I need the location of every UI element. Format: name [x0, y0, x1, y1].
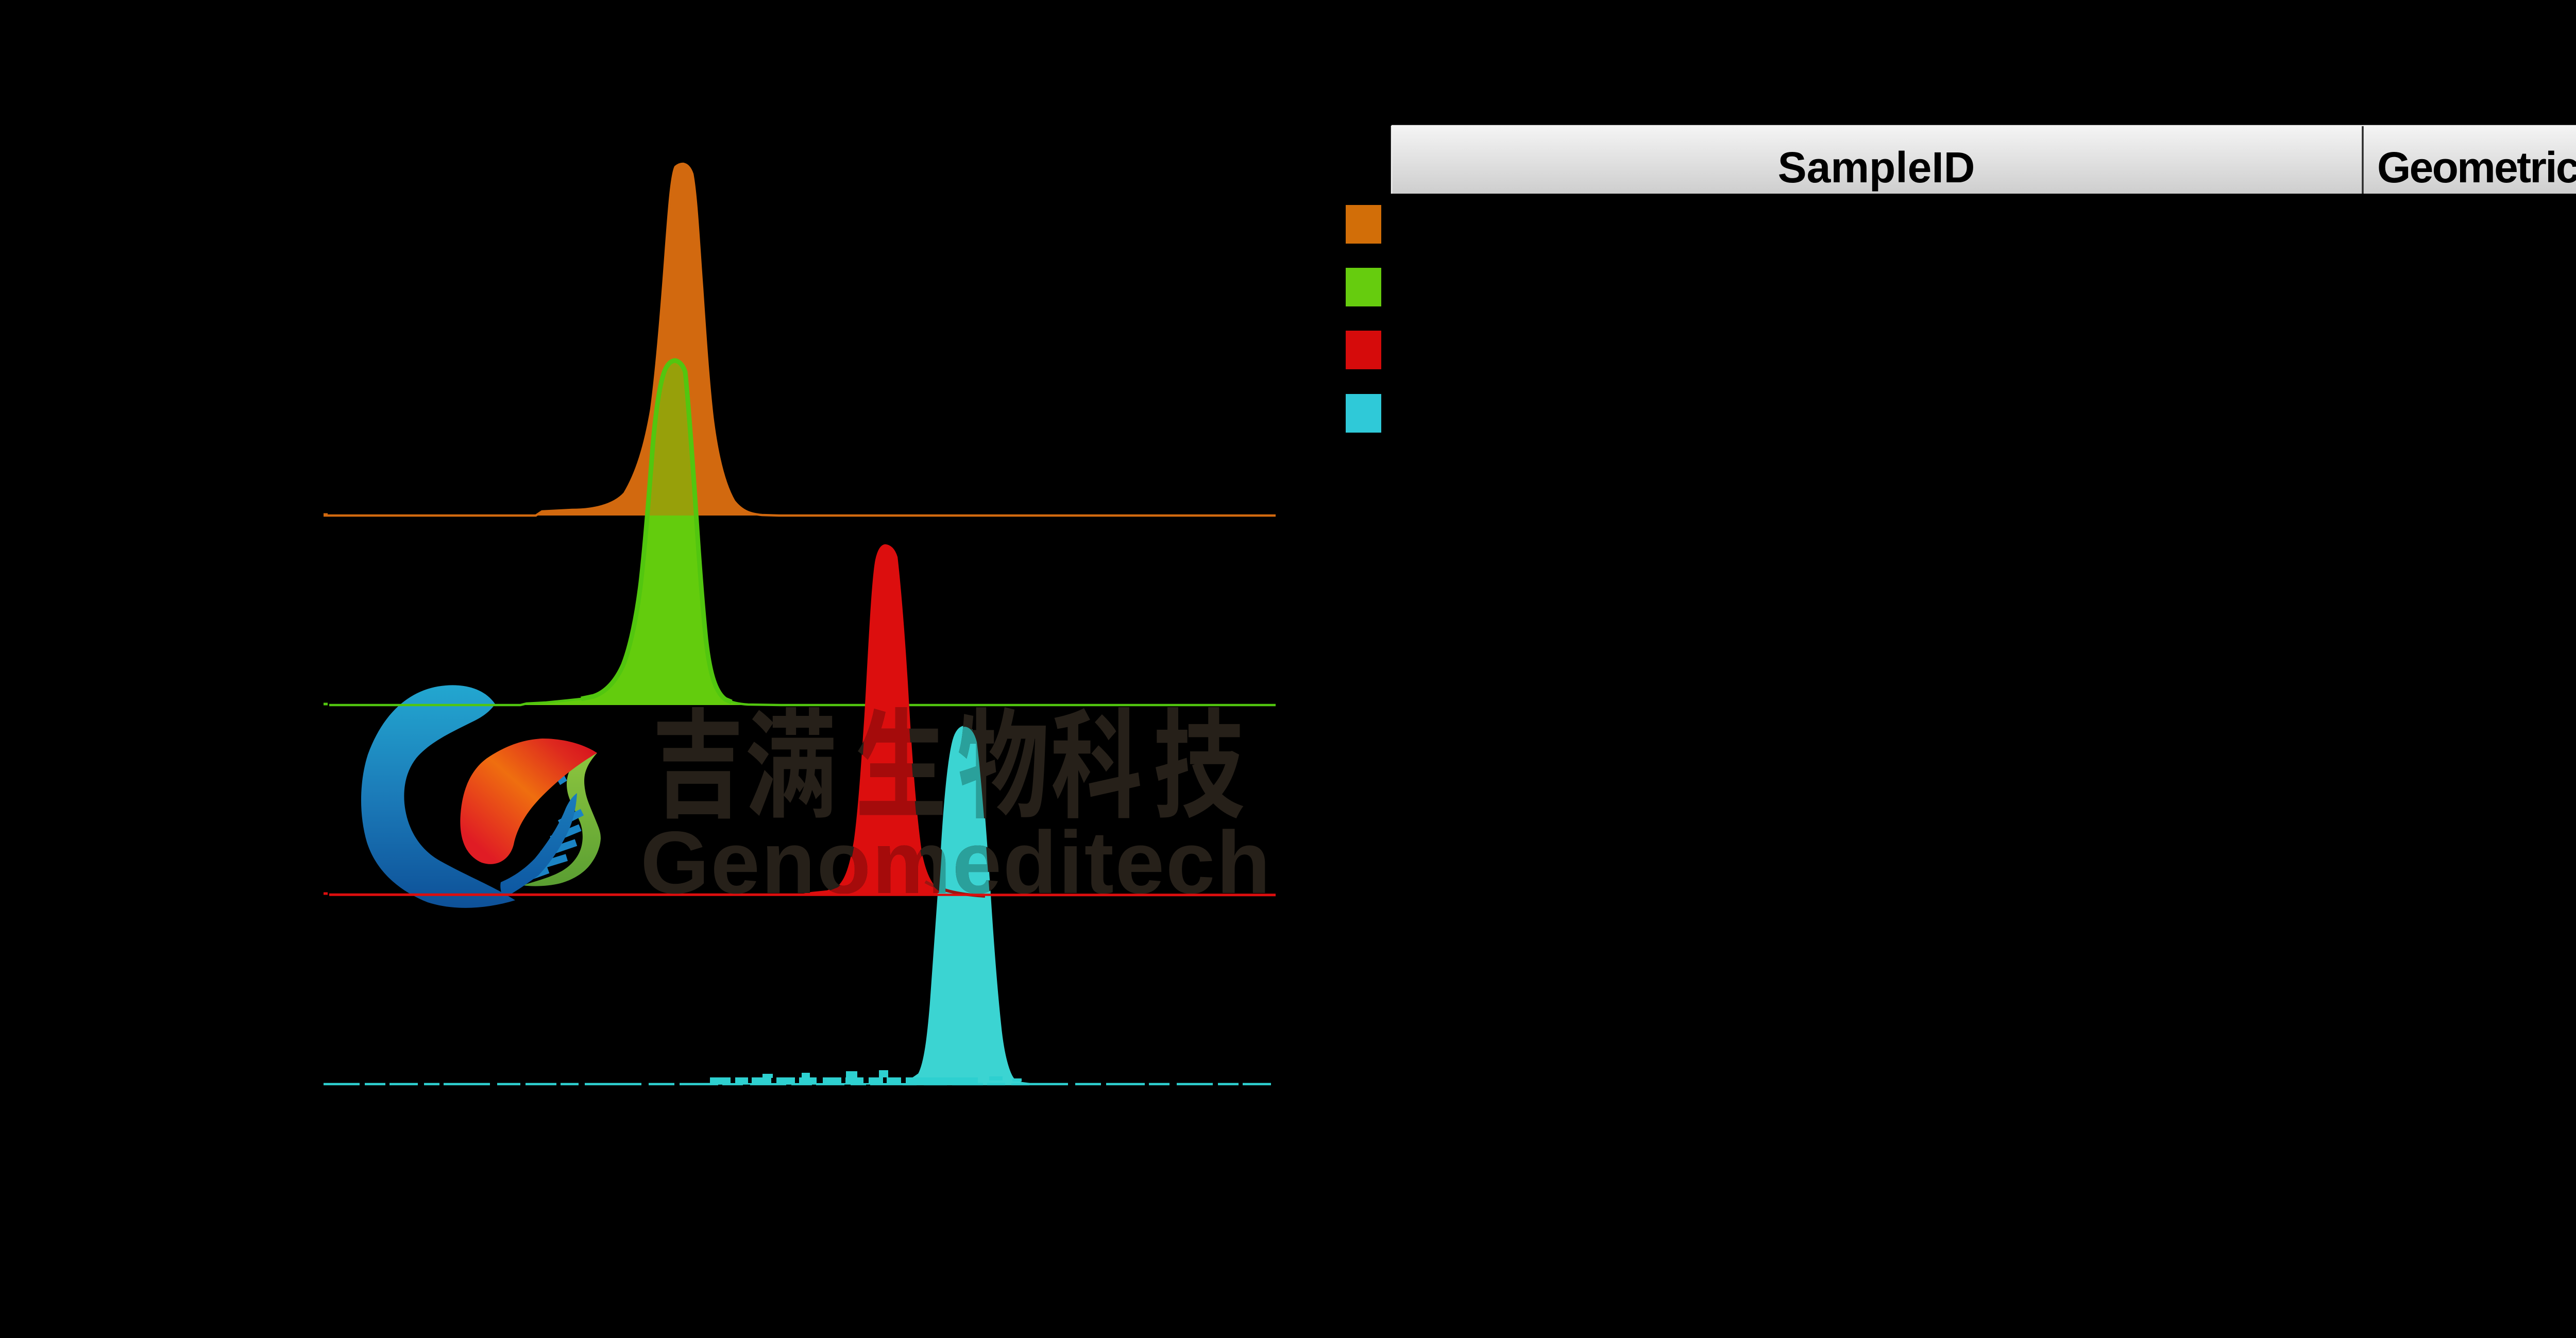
- svg-text:Geometric Mean : FL11-H: Geometric Mean : FL11-H: [2377, 143, 2576, 192]
- svg-text:SampleID: SampleID: [1778, 143, 1975, 192]
